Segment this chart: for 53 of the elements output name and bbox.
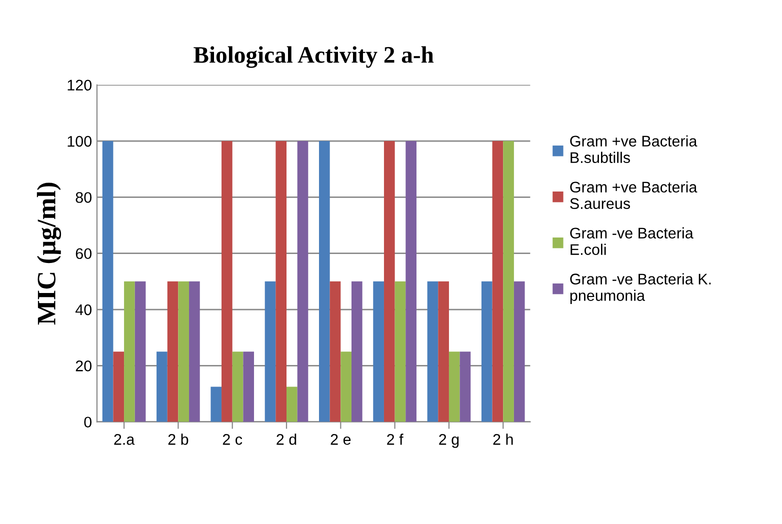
legend-label: Gram -ve Bacteria E.coli bbox=[570, 227, 694, 255]
bar bbox=[503, 141, 514, 422]
bar bbox=[514, 281, 525, 422]
bar bbox=[102, 141, 114, 422]
bar bbox=[448, 352, 460, 422]
y-axis-title: MIC (µg/ml) bbox=[36, 182, 62, 325]
bar bbox=[113, 352, 124, 422]
bar bbox=[330, 281, 341, 422]
bar bbox=[460, 352, 471, 422]
y-tick-label: 0 bbox=[84, 416, 92, 428]
bar bbox=[232, 352, 244, 422]
bar bbox=[134, 281, 146, 422]
bar bbox=[222, 141, 232, 422]
bar bbox=[318, 141, 330, 422]
x-tick-label: 2 b bbox=[168, 434, 188, 445]
bar bbox=[243, 352, 254, 422]
bar bbox=[276, 141, 287, 422]
bar bbox=[351, 281, 362, 422]
bar bbox=[384, 141, 395, 422]
legend-label: Gram -ve Bacteria K. pneumonia bbox=[570, 273, 711, 304]
bar bbox=[297, 141, 308, 422]
bar bbox=[394, 281, 406, 422]
x-tick-label: 2 c bbox=[222, 434, 242, 445]
bar bbox=[124, 281, 135, 422]
bar bbox=[438, 281, 449, 422]
legend-label: Gram +ve Bacteria B.subtills bbox=[570, 135, 698, 164]
y-tick-label: 80 bbox=[76, 192, 92, 203]
bar bbox=[286, 386, 298, 422]
y-tick-label: 40 bbox=[75, 304, 92, 316]
bar bbox=[481, 281, 492, 422]
bar bbox=[406, 141, 416, 422]
y-tick-label: 100 bbox=[68, 136, 92, 147]
bar bbox=[156, 352, 168, 422]
bar bbox=[167, 281, 178, 422]
x-tick-label: 2 g bbox=[439, 434, 459, 448]
y-tick-label: 60 bbox=[76, 248, 92, 260]
bar bbox=[189, 281, 200, 422]
bar bbox=[492, 141, 504, 422]
bar bbox=[178, 281, 190, 422]
chart-title: Biological Activity 2 a-h bbox=[194, 46, 434, 68]
bar bbox=[427, 281, 438, 422]
bar bbox=[373, 281, 384, 422]
y-tick-label: 20 bbox=[76, 360, 92, 372]
bar bbox=[210, 386, 222, 422]
x-tick-label: 2 h bbox=[493, 434, 513, 445]
legend-label: Gram +ve Bacteria S.aureus bbox=[570, 181, 698, 209]
y-tick-label: 120 bbox=[68, 80, 92, 91]
x-tick-label: 2 e bbox=[330, 434, 351, 445]
bar bbox=[340, 352, 352, 422]
bar bbox=[264, 281, 276, 422]
x-tick-label: 2 f bbox=[387, 434, 404, 445]
x-tick-label: 2.a bbox=[114, 434, 135, 445]
x-tick-label: 2 d bbox=[276, 434, 296, 445]
